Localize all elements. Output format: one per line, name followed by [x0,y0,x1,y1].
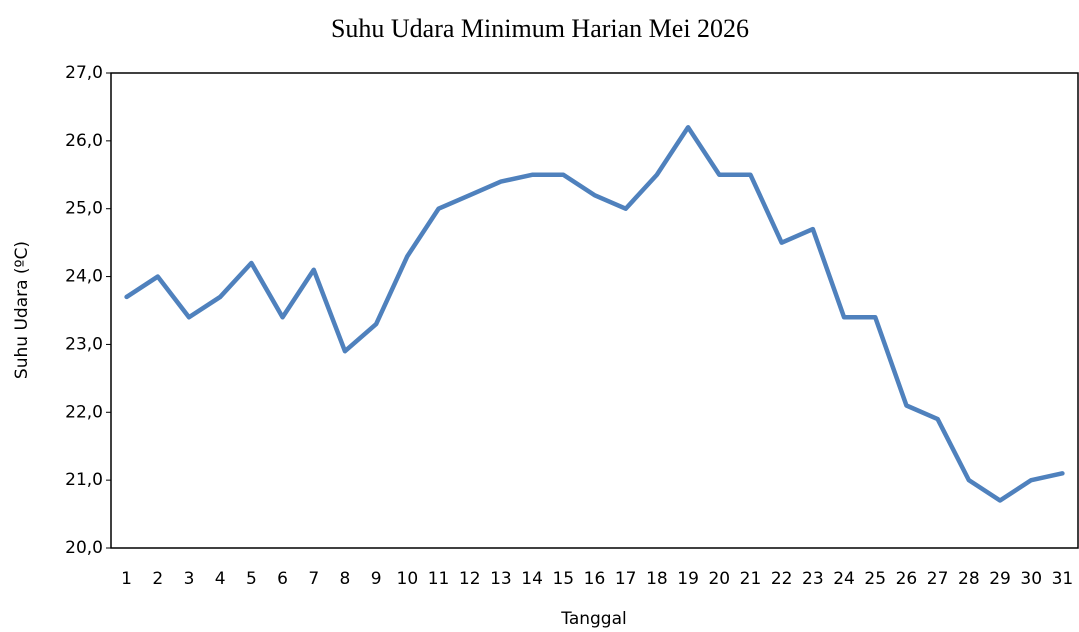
x-tick-label: 2 [152,569,163,589]
x-tick-label: 4 [215,569,226,589]
x-tick-label: 15 [552,569,574,589]
x-tick-label: 13 [490,569,512,589]
x-tick-label: 30 [1020,569,1042,589]
x-tick-label: 31 [1052,569,1074,589]
plot-frame [110,72,1079,549]
x-tick-label: 21 [740,569,762,589]
x-tick-label: 22 [771,569,793,589]
x-tick-label: 7 [308,569,319,589]
x-tick-label: 1 [121,569,132,589]
x-tick-label: 8 [340,569,351,589]
x-tick-label: 28 [958,569,980,589]
x-tick-label: 18 [646,569,668,589]
y-tick-label: 26,0 [65,131,103,151]
x-tick-label: 23 [802,569,824,589]
x-axis-label: Tanggal [560,609,627,629]
x-tick-label: 3 [184,569,195,589]
y-axis-label: Suhu Udara (ºC) [12,241,32,379]
x-tick-label: 12 [459,569,481,589]
x-tick-label: 19 [677,569,699,589]
y-tick-label: 27,0 [65,63,103,83]
x-tick-label: 6 [277,569,288,589]
y-tick-label: 24,0 [65,267,103,287]
x-tick-label: 9 [371,569,382,589]
x-tick-label: 27 [927,569,949,589]
x-tick-label: 26 [896,569,918,589]
x-tick-label: 24 [833,569,855,589]
x-tick-label: 17 [615,569,637,589]
x-tick-label: 5 [246,569,257,589]
x-tick-label: 16 [584,569,606,589]
y-tick-label: 22,0 [65,402,103,422]
x-tick-label: 11 [428,569,450,589]
x-tick-label: 20 [708,569,730,589]
x-tick-label: 10 [397,569,419,589]
y-tick-label: 20,0 [65,538,103,558]
data-line [124,125,1065,503]
y-tick-label: 21,0 [65,470,103,490]
y-tick-label: 23,0 [65,334,103,354]
y-tick-label: 25,0 [65,199,103,219]
x-tick-label: 29 [989,569,1011,589]
x-tick-label: 14 [521,569,543,589]
chart-title: Suhu Udara Minimum Harian Mei 2026 [331,14,749,43]
x-tick-label: 25 [864,569,886,589]
